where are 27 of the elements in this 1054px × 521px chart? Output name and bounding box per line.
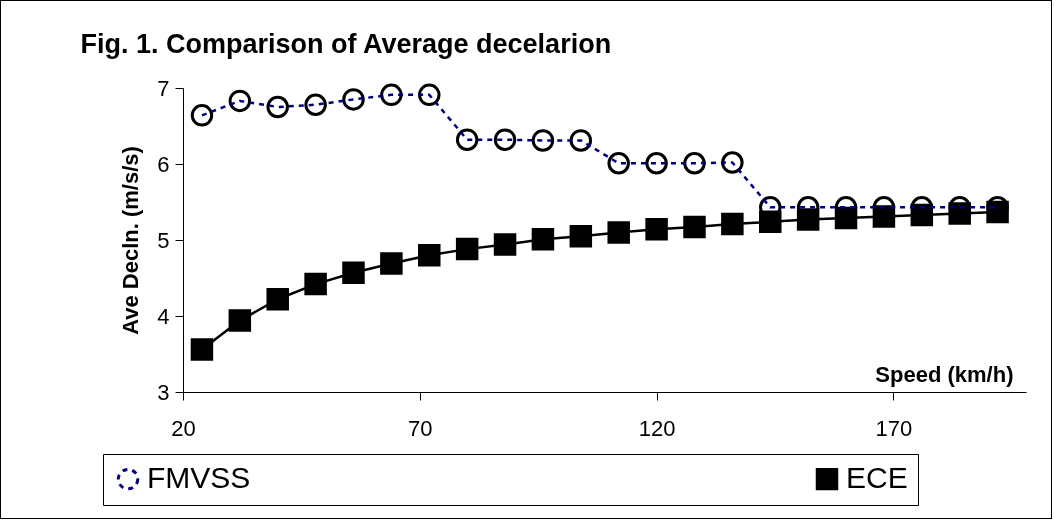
point [721, 212, 744, 236]
point [380, 252, 403, 275]
y-axis-title: Ave Decln. (m/s/s) [118, 146, 144, 335]
point [986, 200, 1009, 224]
legend-label: ECE [846, 461, 908, 495]
point [342, 261, 365, 284]
point [304, 272, 327, 296]
point [493, 233, 517, 256]
x-tick-label: 20 [171, 415, 196, 441]
point [607, 221, 630, 244]
point [759, 210, 782, 234]
point [683, 215, 706, 239]
point [266, 288, 289, 311]
x-tick-label: 170 [875, 415, 913, 441]
point [645, 218, 668, 241]
x-tick-label: 70 [408, 415, 433, 441]
x-tick-label: 120 [638, 415, 676, 441]
point [418, 243, 441, 267]
y-tick-label: 5 [157, 227, 170, 253]
y-tick-label: 3 [157, 379, 170, 405]
point [190, 338, 214, 361]
chart-title: Fig. 1. Comparison of Average decelarion [80, 29, 612, 59]
x-axis-title: Speed (km/h) [875, 361, 1014, 387]
legend-label: FMVSS [147, 461, 251, 495]
y-tick-label: 6 [157, 151, 170, 177]
y-tick-label: 4 [157, 303, 170, 329]
y-tick-label: 7 [157, 75, 170, 101]
